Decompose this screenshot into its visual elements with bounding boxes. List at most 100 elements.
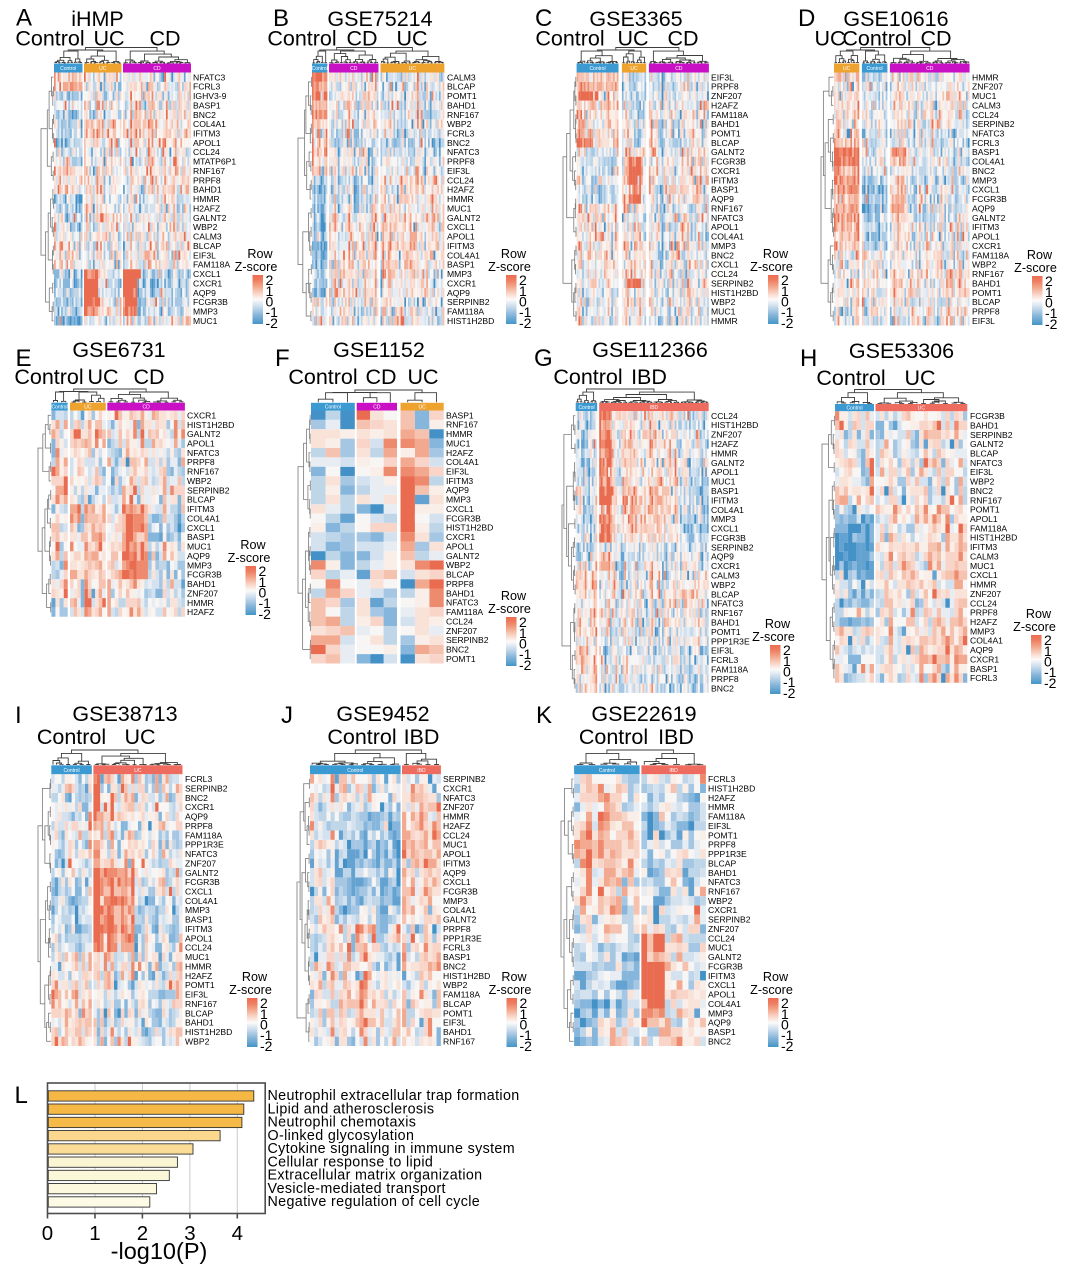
svg-text:Control: Control [816, 366, 885, 390]
svg-text:MMP3: MMP3 [185, 905, 210, 915]
svg-text:GALNT2: GALNT2 [193, 213, 227, 223]
svg-text:CD: CD [142, 405, 150, 411]
svg-text:PPP1R3E: PPP1R3E [708, 849, 747, 859]
svg-text:FCRL3: FCRL3 [447, 129, 474, 139]
svg-text:HIST1H2BD: HIST1H2BD [446, 523, 493, 533]
svg-text:WBP2: WBP2 [447, 119, 472, 129]
svg-text:Control: Control [327, 725, 396, 749]
svg-text:BNC2: BNC2 [185, 793, 208, 803]
svg-text:UC: UC [617, 27, 648, 51]
svg-text:PRPF8: PRPF8 [708, 840, 736, 850]
svg-text:2: 2 [783, 642, 791, 658]
svg-text:BAHD1: BAHD1 [711, 119, 740, 129]
svg-text:-1: -1 [519, 304, 532, 320]
svg-text:D: D [798, 5, 815, 32]
svg-text:BASP1: BASP1 [447, 260, 475, 270]
svg-text:UC: UC [93, 27, 124, 51]
svg-text:BASP1: BASP1 [972, 147, 1000, 157]
svg-text:BASP1: BASP1 [187, 532, 215, 542]
svg-text:-1: -1 [1044, 664, 1057, 680]
svg-text:F: F [275, 345, 290, 372]
svg-text:1: 1 [1044, 643, 1052, 659]
svg-text:BLCAP: BLCAP [972, 297, 1000, 307]
svg-text:Row: Row [1027, 248, 1053, 262]
svg-text:CXCL1: CXCL1 [443, 877, 471, 887]
svg-text:CD: CD [675, 66, 683, 72]
svg-text:FCGR3B: FCGR3B [970, 411, 1005, 421]
svg-text:MMP3: MMP3 [711, 241, 736, 251]
svg-text:2: 2 [259, 563, 267, 579]
svg-text:IFITM3: IFITM3 [708, 971, 735, 981]
svg-text:Control: Control [325, 405, 341, 411]
svg-text:UC: UC [409, 66, 417, 72]
svg-text:ZNF207: ZNF207 [443, 802, 474, 812]
svg-text:APOL1: APOL1 [711, 467, 739, 477]
svg-text:CXCL1: CXCL1 [185, 887, 213, 897]
svg-text:Z-score: Z-score [235, 260, 278, 274]
svg-text:2: 2 [266, 272, 274, 288]
svg-text:HIST1H2BD: HIST1H2BD [187, 420, 234, 430]
svg-text:GALNT2: GALNT2 [711, 458, 745, 468]
svg-text:Z-score: Z-score [488, 602, 531, 616]
svg-text:1: 1 [519, 283, 527, 299]
svg-text:HMMR: HMMR [711, 448, 738, 458]
svg-text:MUC1: MUC1 [193, 316, 218, 326]
svg-text:PRPF8: PRPF8 [447, 157, 475, 167]
svg-text:HIST1H2BD: HIST1H2BD [185, 1027, 232, 1037]
svg-text:ZNF207: ZNF207 [708, 924, 739, 934]
svg-text:POMT1: POMT1 [443, 1008, 473, 1018]
svg-text:ZNF207: ZNF207 [185, 858, 216, 868]
svg-text:CCL24: CCL24 [711, 411, 738, 421]
svg-text:APOL1: APOL1 [972, 232, 1000, 242]
svg-text:CD: CD [133, 365, 164, 389]
svg-text:0: 0 [266, 294, 274, 310]
svg-text:BASP1: BASP1 [185, 915, 213, 925]
svg-text:IGHV3-9: IGHV3-9 [193, 91, 227, 101]
svg-text:AQP9: AQP9 [970, 645, 993, 655]
svg-text:CD: CD [153, 66, 161, 72]
svg-text:IFITM3: IFITM3 [443, 858, 470, 868]
svg-text:ZNF207: ZNF207 [446, 626, 477, 636]
svg-text:BASP1: BASP1 [446, 410, 474, 420]
svg-text:MUC1: MUC1 [447, 204, 472, 214]
svg-text:AQP9: AQP9 [708, 1018, 731, 1028]
svg-text:SERPINB2: SERPINB2 [970, 430, 1013, 440]
svg-text:IBD: IBD [631, 365, 667, 389]
svg-text:Control: Control [267, 27, 336, 51]
svg-text:MUC1: MUC1 [187, 542, 212, 552]
svg-text:NFATC3: NFATC3 [711, 599, 744, 609]
svg-text:AQP9: AQP9 [972, 204, 995, 214]
svg-text:GALNT2: GALNT2 [447, 213, 481, 223]
svg-text:Cytokine signaling in immune s: Cytokine signaling in immune system [268, 1141, 515, 1157]
svg-text:BNC2: BNC2 [446, 645, 469, 655]
svg-text:RNF167: RNF167 [708, 887, 740, 897]
svg-text:APOL1: APOL1 [447, 232, 475, 242]
svg-text:GSE112366: GSE112366 [592, 338, 708, 362]
svg-text:CCL24: CCL24 [185, 943, 212, 953]
svg-text:H: H [800, 345, 817, 372]
svg-text:PRPF8: PRPF8 [972, 307, 1000, 317]
svg-text:WBP2: WBP2 [708, 896, 733, 906]
svg-text:HMMR: HMMR [185, 962, 212, 972]
svg-text:RNF167: RNF167 [711, 204, 743, 214]
svg-text:UC: UC [134, 768, 142, 774]
svg-text:BNC2: BNC2 [443, 962, 466, 972]
svg-text:FCGR3B: FCGR3B [711, 157, 746, 167]
svg-text:WBP2: WBP2 [443, 980, 468, 990]
svg-text:-2: -2 [781, 1038, 794, 1054]
svg-text:ZNF207: ZNF207 [711, 430, 742, 440]
svg-text:AQP9: AQP9 [711, 194, 734, 204]
svg-text:Neutrophil extracellular trap: Neutrophil extracellular trap formation [268, 1088, 520, 1104]
svg-text:E: E [16, 345, 32, 372]
svg-text:Control: Control [347, 768, 363, 774]
svg-text:HIST1H2BD: HIST1H2BD [711, 288, 758, 298]
svg-text:HIST1H2BD: HIST1H2BD [447, 316, 494, 326]
svg-text:PRPF8: PRPF8 [970, 608, 998, 618]
svg-text:BLCAP: BLCAP [443, 999, 471, 1009]
svg-text:HIST1H2BD: HIST1H2BD [708, 784, 755, 794]
svg-text:-2: -2 [519, 657, 532, 673]
svg-text:-1: -1 [259, 595, 272, 611]
svg-text:CXCL1: CXCL1 [187, 523, 215, 533]
svg-text:H2AFZ: H2AFZ [447, 185, 474, 195]
svg-text:L: L [15, 1082, 28, 1109]
